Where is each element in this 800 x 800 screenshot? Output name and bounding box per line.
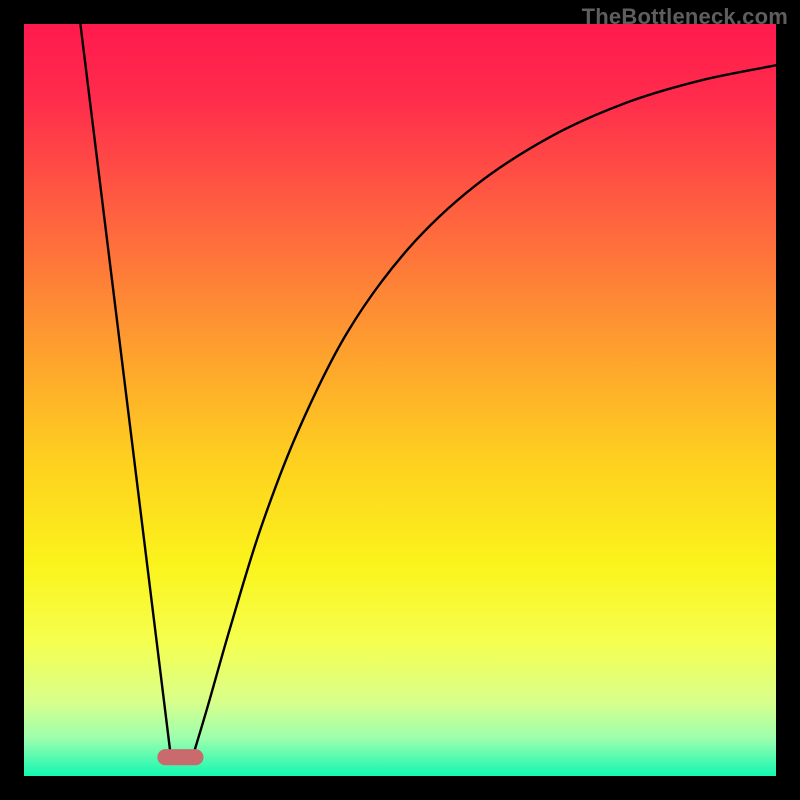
- chart-container: TheBottleneck.com: [0, 0, 800, 800]
- optimal-marker: [158, 750, 203, 765]
- gradient-background: [24, 24, 776, 776]
- watermark-text: TheBottleneck.com: [582, 4, 788, 30]
- bottleneck-chart: [0, 0, 800, 800]
